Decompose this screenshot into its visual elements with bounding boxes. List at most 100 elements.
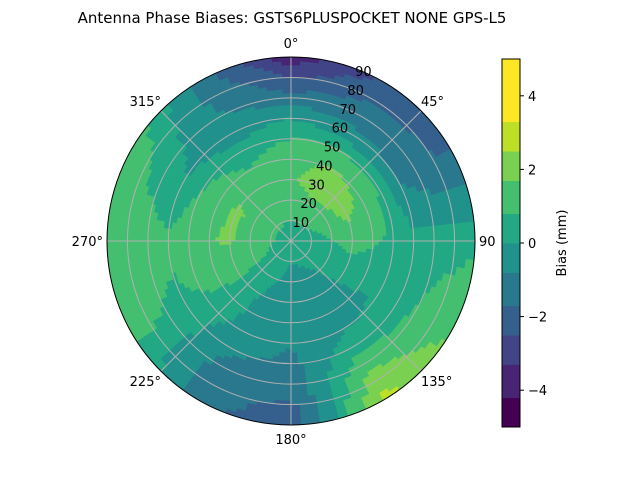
contour-cell xyxy=(214,240,220,246)
contour-cell xyxy=(287,300,292,306)
contour-cell xyxy=(214,236,220,242)
contour-cell xyxy=(150,233,156,242)
contour-cell xyxy=(282,316,288,322)
contour-cell xyxy=(442,232,448,242)
contour-cell xyxy=(283,376,292,382)
contour-cell xyxy=(290,336,297,342)
contour-cell xyxy=(280,336,287,342)
contour-cell xyxy=(422,233,428,242)
contour-cell xyxy=(293,296,298,302)
contour-cell xyxy=(158,240,164,249)
contour-cell xyxy=(290,108,299,114)
contour-cell xyxy=(295,336,302,342)
contour-cell xyxy=(287,304,292,310)
contour-cell xyxy=(282,392,292,398)
contour-cell xyxy=(290,160,296,166)
contour-cell xyxy=(442,240,448,250)
contour-cell xyxy=(283,176,289,182)
contour-cell xyxy=(290,348,298,354)
contour-cell xyxy=(378,245,384,251)
contour-cell xyxy=(414,233,420,242)
contour-cell xyxy=(290,112,299,118)
contour-cell xyxy=(446,240,452,250)
contour-cell xyxy=(346,234,352,239)
contour-cell xyxy=(386,230,392,237)
contour-cell xyxy=(290,344,297,350)
contour-cell xyxy=(295,144,302,150)
contour-cell xyxy=(294,308,299,314)
contour-cell xyxy=(182,235,188,242)
contour-cell xyxy=(222,240,228,245)
contour-cell xyxy=(280,144,287,150)
contour-cell xyxy=(218,236,224,242)
contour-cell xyxy=(410,240,416,248)
contour-cell xyxy=(295,324,301,330)
contour-cell xyxy=(281,152,287,158)
contour-cell xyxy=(281,328,287,334)
contour-cell xyxy=(166,234,172,242)
contour-cell xyxy=(282,80,292,86)
contour-cell xyxy=(290,132,297,138)
contour-cell xyxy=(194,235,200,242)
contour-cell xyxy=(350,240,356,245)
contour-cell xyxy=(290,140,297,146)
contour-cell xyxy=(142,240,148,250)
contour-cell xyxy=(230,243,236,248)
contour-cell xyxy=(190,240,196,247)
contour-cell xyxy=(382,230,388,237)
contour-cell xyxy=(290,124,298,130)
contour-cell xyxy=(285,336,292,342)
contour-cell xyxy=(218,244,224,249)
contour-cell xyxy=(402,240,408,248)
contour-cell xyxy=(295,152,301,158)
contour-cell xyxy=(386,245,392,252)
contour-cell xyxy=(374,231,380,237)
contour-cell xyxy=(281,324,287,330)
contour-cell xyxy=(286,164,292,170)
contour-cell xyxy=(366,236,372,242)
contour-cell xyxy=(222,244,228,249)
contour-cell xyxy=(194,230,200,237)
contour-cell xyxy=(454,240,460,251)
contour-cell xyxy=(358,236,364,242)
contour-cell xyxy=(362,232,368,238)
contour-cell xyxy=(138,240,144,250)
contour-cell xyxy=(210,244,216,250)
chart-title: Antenna Phase Biases: GSTS6PLUSPOCKET NO… xyxy=(78,9,507,27)
contour-cell xyxy=(282,164,288,170)
contour-cell xyxy=(414,240,420,249)
contour-field xyxy=(107,57,475,425)
contour-cell xyxy=(382,240,388,247)
contour-cell xyxy=(374,240,380,246)
contour-cell xyxy=(398,240,404,248)
contour-cell xyxy=(284,116,292,122)
contour-cell xyxy=(202,245,208,251)
contour-cell xyxy=(290,368,299,374)
contour-cell xyxy=(438,232,444,242)
contour-cell xyxy=(418,240,424,249)
contour-cell xyxy=(286,316,292,322)
contour-cell xyxy=(198,231,204,237)
contour-cell xyxy=(406,234,412,242)
contour-cell xyxy=(358,233,364,238)
contour-cell xyxy=(174,240,180,248)
contour-cell xyxy=(374,236,380,242)
contour-cell xyxy=(281,148,287,154)
contour-cell xyxy=(286,308,292,314)
contour-cell xyxy=(286,312,292,318)
contour-cell xyxy=(394,235,400,242)
contour-cell xyxy=(290,316,296,322)
contour-cell xyxy=(294,160,300,166)
contour-cell xyxy=(226,240,232,245)
contour-cell xyxy=(382,235,388,242)
contour-cell xyxy=(202,236,208,242)
contour-cell xyxy=(290,396,300,402)
contour-cell xyxy=(290,144,297,150)
contour-cell xyxy=(286,324,292,330)
contour-cell xyxy=(134,240,140,250)
contour-cell xyxy=(290,300,295,306)
contour-cell xyxy=(162,240,168,249)
contour-cell xyxy=(214,244,220,250)
contour-cell xyxy=(198,245,204,251)
